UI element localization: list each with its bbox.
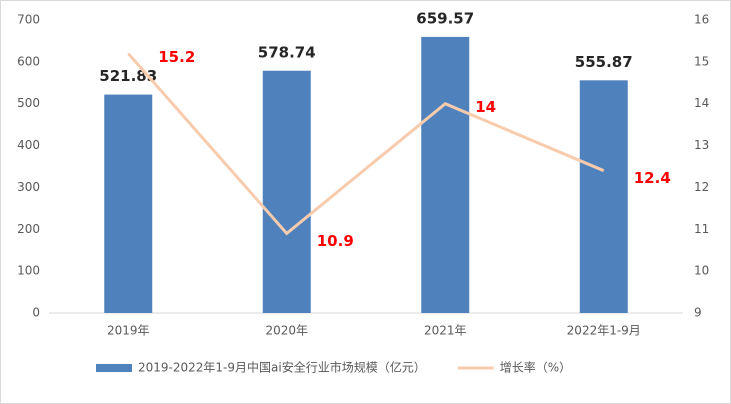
bar (262, 70, 311, 313)
y-tick-label: 500 (17, 96, 40, 110)
line (127, 52, 605, 236)
y2-tick-label: 12 (694, 180, 709, 194)
x-tick-label: 2021年 (424, 324, 467, 338)
legend-swatch (96, 364, 132, 372)
y2-tick-label: 13 (694, 138, 709, 152)
x-tick-label: 2022年1-9月 (567, 324, 641, 338)
y-tick-label: 600 (17, 54, 40, 68)
legend-label: 增长率（%） (500, 360, 571, 375)
line-value-label: 10.9 (317, 232, 354, 250)
bar-value-label: 555.87 (575, 53, 633, 71)
legend-label: 2019-2022年1-9月中国ai安全行业市场规模（亿元） (138, 360, 426, 375)
y-tick-label: 0 (32, 306, 40, 320)
bar (104, 94, 153, 313)
y-tick-label: 200 (17, 222, 40, 236)
y-tick-label: 300 (17, 180, 40, 194)
bar (579, 80, 628, 313)
line-value-label: 14 (475, 98, 496, 116)
bar (421, 36, 470, 313)
bar-value-label: 578.74 (258, 43, 316, 61)
y2-tick-label: 15 (694, 54, 709, 68)
y-tick-label: 100 (17, 264, 40, 278)
y-tick-label: 700 (17, 13, 40, 27)
x-tick-label: 2019年 (107, 324, 150, 338)
line-value-label: 12.4 (634, 169, 671, 187)
bar-value-label: 659.57 (416, 9, 474, 27)
y-tick-label: 400 (17, 138, 40, 152)
y2-tick-label: 9 (694, 306, 702, 320)
x-tick-label: 2020年 (265, 324, 308, 338)
y2-tick-label: 11 (694, 222, 709, 236)
y2-tick-label: 10 (694, 264, 709, 278)
y2-tick-label: 14 (694, 96, 709, 110)
y2-tick-label: 16 (694, 13, 709, 27)
line-value-label: 15.2 (158, 48, 195, 66)
